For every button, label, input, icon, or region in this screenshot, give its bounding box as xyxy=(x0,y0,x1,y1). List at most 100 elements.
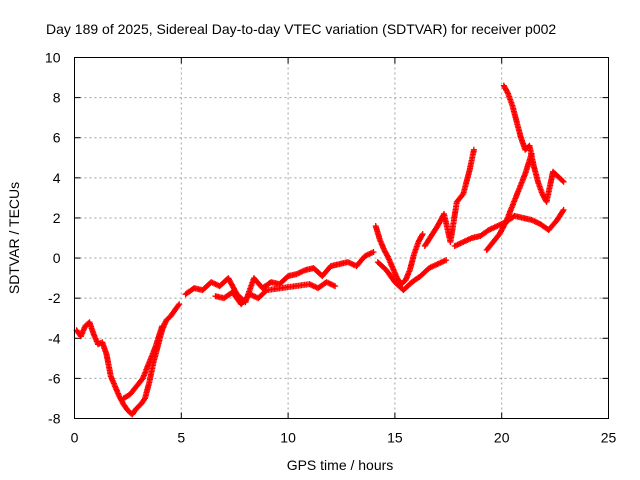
y-tick-label: -8 xyxy=(48,411,61,427)
data-point xyxy=(428,224,440,239)
data-point xyxy=(163,314,173,324)
data-point xyxy=(142,380,152,402)
x-tick-label: 10 xyxy=(280,430,296,446)
data-point xyxy=(560,206,567,213)
data-point xyxy=(447,200,460,245)
data-point xyxy=(137,396,148,408)
data-point xyxy=(545,218,560,233)
data-point xyxy=(95,340,104,348)
data-point xyxy=(332,283,339,290)
data-point xyxy=(146,344,159,366)
x-tick-label: 20 xyxy=(494,430,510,446)
y-tick-label: -4 xyxy=(48,330,61,346)
data-point xyxy=(383,267,397,284)
data-point xyxy=(528,150,535,157)
data-point xyxy=(490,232,502,245)
data-point xyxy=(470,146,477,153)
data-point xyxy=(374,259,389,273)
data-point xyxy=(353,254,367,270)
data-point xyxy=(550,168,562,180)
data-point xyxy=(398,278,408,288)
data-point xyxy=(406,252,417,274)
data-point xyxy=(503,204,515,225)
data-point xyxy=(560,178,567,185)
data-points xyxy=(73,82,567,418)
data-point xyxy=(133,402,143,412)
data-point xyxy=(319,264,333,280)
data-point xyxy=(400,280,414,294)
data-point xyxy=(522,152,535,177)
x-tick-labels: 0 5 10 15 20 25 xyxy=(71,430,617,446)
data-point xyxy=(120,392,132,402)
data-point xyxy=(139,360,152,382)
data-point xyxy=(460,235,474,245)
data-point xyxy=(466,148,477,173)
data-point xyxy=(460,168,473,197)
data-point xyxy=(409,274,423,286)
data-point xyxy=(421,234,434,249)
data-point xyxy=(167,308,177,320)
data-point xyxy=(372,223,383,242)
data-point xyxy=(381,247,391,260)
y-tick-labels: -8 -6 -4 -2 0 2 4 6 8 10 xyxy=(45,50,61,427)
x-tick-label: 0 xyxy=(71,430,79,446)
data-point xyxy=(255,288,269,302)
data-point xyxy=(554,208,566,223)
data-point xyxy=(120,401,130,413)
data-point xyxy=(229,289,244,306)
data-point xyxy=(415,232,425,245)
y-tick-label: 10 xyxy=(45,50,61,66)
data-point xyxy=(515,172,528,193)
data-point xyxy=(483,240,496,253)
data-point xyxy=(263,281,311,294)
data-point xyxy=(112,383,122,398)
x-tick-label: 25 xyxy=(601,430,617,446)
data-point xyxy=(171,302,182,314)
data-point xyxy=(556,174,566,184)
data-point xyxy=(276,274,290,288)
data-point xyxy=(417,266,431,280)
x-tick-label: 15 xyxy=(387,430,403,446)
data-point xyxy=(176,301,183,308)
data-point xyxy=(509,188,522,209)
data-point xyxy=(530,162,541,184)
data-point xyxy=(146,360,157,386)
data-point xyxy=(451,239,465,249)
y-tick-label: -2 xyxy=(48,290,61,306)
data-point xyxy=(159,323,166,330)
y-axis-label: SDTVAR / TECUs xyxy=(6,182,22,294)
data-point xyxy=(419,231,426,237)
chart-title: Day 189 of 2025, Sidereal Day-to-day VTE… xyxy=(46,21,556,37)
data-point xyxy=(402,268,413,284)
data-point xyxy=(133,376,145,390)
data-point xyxy=(152,324,165,350)
data-point xyxy=(543,170,556,205)
data-point xyxy=(477,227,491,239)
y-tick-label: 6 xyxy=(53,130,61,146)
data-point xyxy=(443,257,450,264)
x-axis-label: GPS time / hours xyxy=(287,457,394,473)
data-point xyxy=(370,249,377,255)
data-point xyxy=(362,249,376,260)
y-tick-label: -6 xyxy=(48,370,61,386)
plot-frame xyxy=(74,57,609,419)
y-tick-label: 4 xyxy=(53,170,61,186)
data-point xyxy=(103,351,114,378)
data-point xyxy=(453,192,466,205)
data-point xyxy=(116,393,126,407)
y-tick-label: 8 xyxy=(53,90,61,106)
x-tick-label: 5 xyxy=(177,430,185,446)
data-point xyxy=(509,102,520,124)
axis-ticks xyxy=(74,57,609,419)
y-tick-label: 2 xyxy=(53,210,61,226)
data-point xyxy=(99,339,109,356)
data-point xyxy=(127,384,139,398)
data-point xyxy=(293,267,307,278)
data-point xyxy=(129,406,139,418)
y-tick-label: 0 xyxy=(53,250,61,266)
data-point xyxy=(528,216,542,227)
data-point xyxy=(496,220,509,237)
data-point xyxy=(500,82,511,96)
data-point xyxy=(513,118,524,140)
